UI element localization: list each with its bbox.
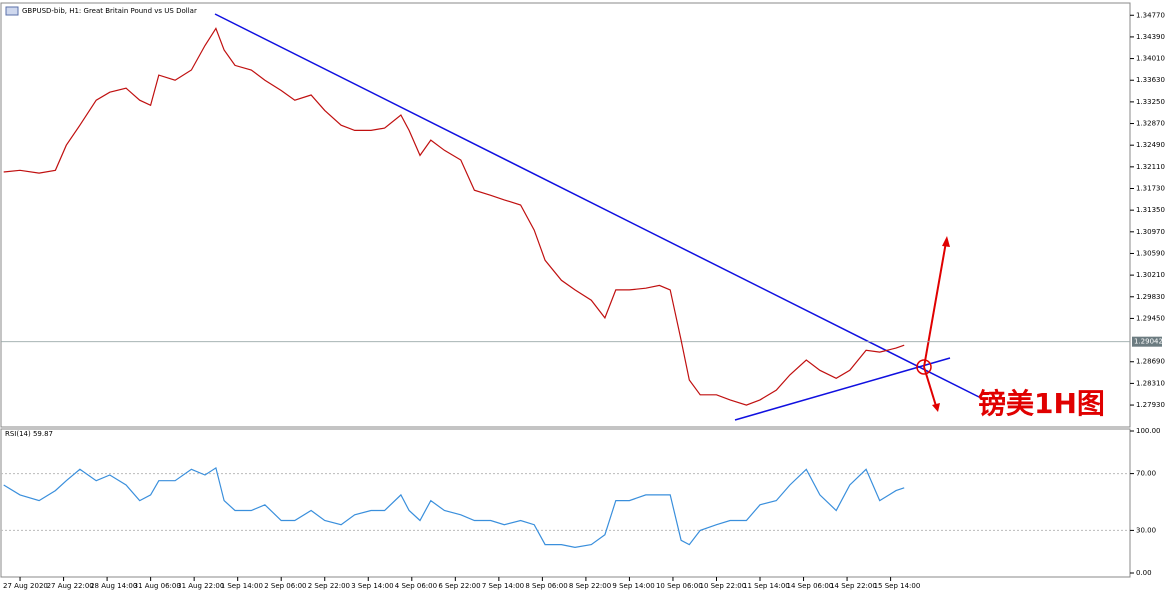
trendlines — [214, 13, 986, 421]
y-tick-label: 1.30590 — [1136, 249, 1165, 257]
y-tick-label: 1.32870 — [1136, 120, 1165, 128]
down-arrow — [923, 366, 937, 407]
x-tick-label: 27 Aug 2020 — [3, 582, 48, 590]
y-tick-label: 1.32490 — [1136, 141, 1165, 149]
y-tick-label: 1.32110 — [1136, 163, 1165, 171]
y-tick-label: 1.33630 — [1136, 76, 1165, 84]
x-tick-label: 9 Sep 14:00 — [612, 582, 654, 590]
x-tick-label: 14 Sep 06:00 — [787, 582, 834, 590]
x-tick-label: 8 Sep 06:00 — [525, 582, 567, 590]
x-tick-label: 31 Aug 22:00 — [177, 582, 224, 590]
x-tick-label: 1 Sep 14:00 — [221, 582, 263, 590]
y-tick-label: 1.34770 — [1136, 11, 1165, 19]
y-tick-label: 1.34010 — [1136, 55, 1165, 63]
x-tick-label: 14 Sep 22:00 — [830, 582, 877, 590]
breakout-circle — [916, 359, 932, 375]
y-tick-label: 1.30970 — [1136, 228, 1165, 236]
chart-title: GBPUSD-bib, H1: Great Britain Pound vs U… — [22, 7, 197, 15]
x-tick-label: 10 Sep 22:00 — [699, 582, 746, 590]
series-line — [3, 466, 905, 549]
y-tick-label: 1.28690 — [1136, 358, 1165, 366]
y-tick-label: 1.31350 — [1136, 206, 1165, 214]
current-price-box — [1132, 336, 1162, 347]
x-tick-label: 8 Sep 22:00 — [569, 582, 611, 590]
down-arrow-head — [932, 403, 940, 412]
annotation: 镑美1H图 — [978, 387, 1105, 420]
x-tick-label: 6 Sep 22:00 — [438, 582, 480, 590]
symbol-icon — [5, 6, 19, 16]
x-tick-label: 4 Sep 06:00 — [395, 582, 437, 590]
x-tick-label: 31 Aug 06:00 — [134, 582, 181, 590]
y-tick-label: 1.31730 — [1136, 185, 1165, 193]
rsi-title: RSI(14) 59.87 — [5, 430, 53, 438]
y-tick-label: 1.29450 — [1136, 314, 1165, 322]
x-tick-label: 15 Sep 14:00 — [874, 582, 921, 590]
series-line — [3, 27, 905, 406]
y-tick-label: 1.30210 — [1136, 271, 1165, 279]
up-arrow-head — [942, 236, 950, 247]
y-tick-label: 0.00 — [1136, 569, 1152, 577]
x-tick-label: 27 Aug 22:00 — [47, 582, 94, 590]
x-tick-label: 11 Sep 14:00 — [743, 582, 790, 590]
x-tick-label: 7 Sep 14:00 — [482, 582, 524, 590]
y-tick-label: 1.27930 — [1136, 401, 1165, 409]
y-tick-label: 1.33250 — [1136, 98, 1165, 106]
y-tick-label: 1.28310 — [1136, 379, 1165, 387]
y-tick-label: 1.29830 — [1136, 293, 1165, 301]
y-tick-label: 70.00 — [1136, 470, 1156, 478]
current-price-label: 1.29042 — [1134, 338, 1163, 346]
y-tick-label: 1.34390 — [1136, 33, 1165, 41]
rsi-panel — [0, 428, 1131, 578]
resistance-line — [214, 13, 986, 401]
x-tick-label: 3 Sep 14:00 — [351, 582, 393, 590]
y-tick-label: 100.00 — [1136, 427, 1161, 435]
y-tick-label: 30.00 — [1136, 526, 1156, 534]
up-arrow — [923, 241, 947, 368]
x-tick-label: 10 Sep 06:00 — [656, 582, 703, 590]
support-line — [734, 357, 951, 421]
x-tick-label: 2 Sep 06:00 — [264, 582, 306, 590]
x-tick-label: 28 Aug 14:00 — [90, 582, 137, 590]
x-tick-label: 2 Sep 22:00 — [308, 582, 350, 590]
price-panel — [0, 2, 1131, 428]
